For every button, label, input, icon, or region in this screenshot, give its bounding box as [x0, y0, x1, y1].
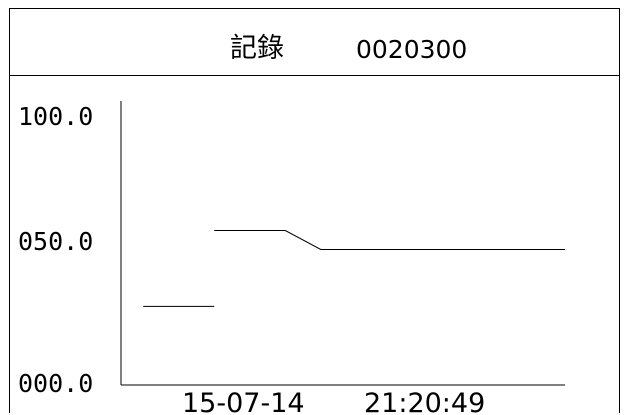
- series-layer: [143, 230, 565, 307]
- header-title: 記錄: [230, 33, 284, 64]
- record-time: 21:20:49: [364, 388, 485, 415]
- y-tick-label-bottom: 000.0: [18, 369, 93, 398]
- chart-header: 記錄 0020300: [9, 8, 620, 76]
- y-tick-label-top: 100.0: [18, 102, 93, 131]
- chart-frame: [9, 8, 620, 413]
- y-tick-label-mid: 050.0: [18, 227, 93, 256]
- record-date: 15-07-14: [182, 388, 305, 415]
- record-id: 0020300: [356, 35, 468, 64]
- series-line-segment-2: [214, 230, 565, 250]
